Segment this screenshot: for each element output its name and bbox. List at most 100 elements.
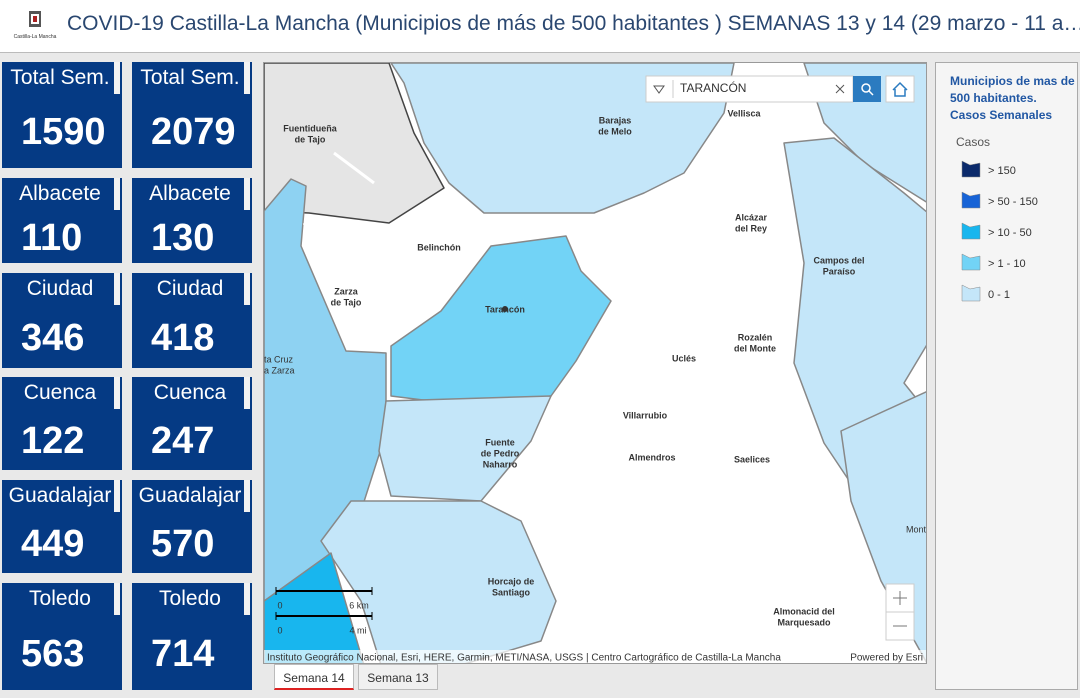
legend-swatch: [961, 191, 981, 209]
place-label: Fuentidueña: [283, 123, 337, 133]
scale-label: 4 mi: [349, 625, 366, 635]
kpi-card: Toledo 563: [2, 583, 122, 690]
card-clip: 122: [2, 377, 108, 470]
place-label: Alcázar: [735, 212, 768, 222]
powered-by: Powered by Esri: [850, 653, 923, 664]
legend-label: 0 - 1: [988, 289, 1010, 301]
place-label: de Melo: [598, 126, 632, 136]
card-label: Guadalajar: [8, 484, 112, 507]
card-value: 2079: [151, 111, 236, 153]
attribution: Instituto Geográfico Nacional, Esri, HER…: [267, 653, 781, 664]
legend-swatch: [961, 222, 981, 240]
card-label: Total Sem.: [140, 66, 240, 89]
scale-label: 0: [277, 625, 282, 635]
card-label: Cuenca: [153, 381, 227, 404]
legend-field: Casos: [956, 135, 991, 149]
legend-label: > 1 - 10: [988, 258, 1026, 270]
card-label: Toledo: [29, 587, 91, 610]
zoom-out[interactable]: [885, 611, 915, 641]
tab[interactable]: Semana 13: [358, 664, 438, 690]
place-label: Fuente: [485, 437, 515, 447]
scale-label: 0: [277, 600, 282, 610]
card-label: Total Sem.: [10, 66, 110, 89]
place-label: Villarrubio: [623, 410, 668, 420]
legend-title: Municipios de mas de 500 habitantes. Cas…: [950, 74, 1075, 122]
kpi-card: Albacete 130: [132, 178, 252, 263]
card-thumb: [114, 377, 120, 409]
card-thumb: [244, 273, 250, 305]
legend-label: > 50 - 150: [988, 196, 1038, 208]
legend-label: > 150: [988, 165, 1016, 177]
place-label: Campos del: [813, 255, 864, 265]
search-box[interactable]: TARANCÓN: [645, 75, 854, 103]
card-thumb: [244, 178, 250, 210]
card-value: 346: [21, 316, 85, 359]
card-thumb: [244, 377, 250, 409]
card-value: 122: [21, 419, 85, 462]
kpi-card: Ciudad 346: [2, 273, 122, 368]
logo: Castilla-La Mancha: [14, 11, 57, 40]
card-value: 130: [151, 216, 215, 259]
card-value: 247: [151, 419, 215, 462]
card-value: 563: [21, 632, 85, 675]
place-label: Marquesado: [777, 617, 831, 627]
card-clip: 346: [2, 273, 108, 368]
place-label: Rozalén: [738, 332, 773, 342]
card-clip: 418: [132, 273, 238, 368]
legend-label: > 10 - 50: [988, 227, 1032, 239]
card-thumb: [114, 480, 120, 512]
card-clip: 2079: [132, 62, 238, 168]
card-clip: 110: [2, 178, 108, 263]
place-label: Zarza: [334, 286, 359, 296]
place-label: Barajas: [599, 115, 632, 125]
home-button[interactable]: [885, 75, 915, 103]
card-value: 570: [151, 522, 215, 565]
card-thumb: [114, 273, 120, 305]
place-label: Belinchón: [417, 242, 461, 252]
legend-items: > 150 > 50 - 150 > 10 - 50 > 1 - 10 0 - 1: [961, 160, 1038, 302]
tab[interactable]: Semana 14: [274, 664, 354, 690]
place-label: de Tajo: [331, 297, 362, 307]
card-thumb: [114, 178, 120, 210]
card-value: 418: [151, 316, 215, 359]
scale-label: 6 km: [349, 600, 369, 610]
zoom-in[interactable]: [885, 583, 915, 613]
title: COVID-19 Castilla-La Mancha (Municipios …: [67, 12, 1080, 35]
place-label: Saelices: [734, 454, 770, 464]
card-label: Ciudad: [26, 277, 94, 300]
place-label: Santiago: [492, 587, 531, 597]
card-label: Albacete: [149, 182, 231, 205]
card-clip: 570: [132, 480, 238, 573]
kpi-card: Guadalajar 570: [132, 480, 252, 573]
kpi-card: Guadalajar 449: [2, 480, 122, 573]
card-value: 110: [21, 216, 83, 259]
card-thumb: [244, 583, 250, 615]
card-value: 714: [151, 632, 215, 675]
place-label: de Tajo: [295, 134, 326, 144]
card-clip: 714: [132, 583, 238, 690]
card-label: Toledo: [159, 587, 221, 610]
card-thumb: [244, 480, 250, 512]
place-label: Horcajo de: [488, 576, 535, 586]
search-text: TARANCÓN: [680, 80, 746, 95]
legend: Municipios de mas de 500 habitantes. Cas…: [935, 62, 1078, 690]
search-button[interactable]: [853, 76, 881, 102]
place-label: Tarancón: [485, 304, 525, 314]
place-label: Paraíso: [823, 266, 856, 276]
kpi-card: Albacete 110: [2, 178, 122, 263]
header: Castilla-La Mancha COVID-19 Castilla-La …: [0, 0, 1080, 53]
card-clip: 1590: [2, 62, 108, 168]
kpi-card: Cuenca 122: [2, 377, 122, 470]
kpi-card: Ciudad 418: [132, 273, 252, 368]
place-label: Uclés: [672, 353, 696, 363]
card-thumb: [114, 62, 120, 94]
kpi-card: Cuenca 247: [132, 377, 252, 470]
legend-swatch: [961, 284, 981, 302]
card-label: Cuenca: [23, 381, 97, 404]
place-label: Mont: [906, 524, 927, 534]
card-clip: 563: [2, 583, 108, 690]
card-clip: 247: [132, 377, 238, 470]
kpi-card: Toledo 714: [132, 583, 252, 690]
